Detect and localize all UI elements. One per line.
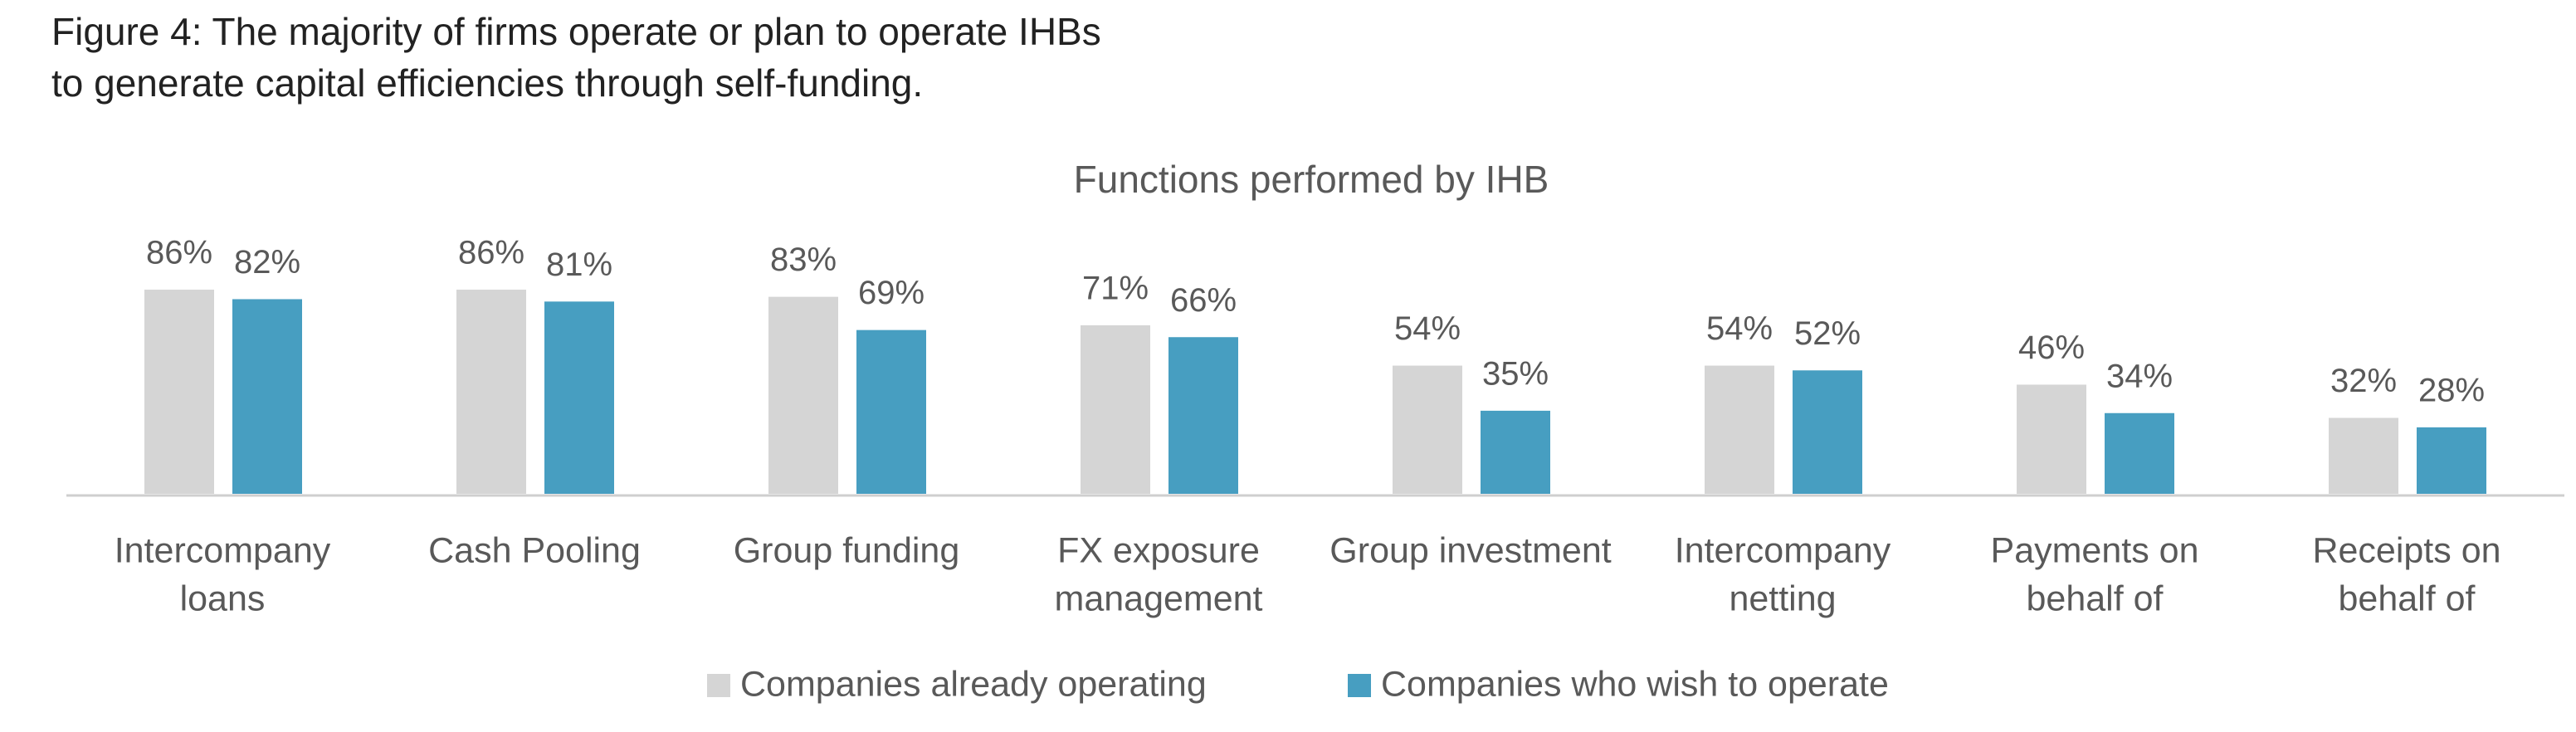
data-label: 54%: [1706, 310, 1773, 347]
x-tick-label: behalf of: [2027, 578, 2164, 618]
data-label: 83%: [770, 242, 837, 278]
data-label: 86%: [146, 235, 212, 271]
bar: [144, 290, 214, 494]
x-tick-label: Intercompany: [115, 530, 331, 570]
x-tick-label: behalf of: [2339, 578, 2476, 618]
legend-swatch: [1348, 674, 1371, 697]
legend-swatch: [707, 674, 730, 697]
x-tick-label: Receipts on: [2312, 530, 2500, 570]
bar: [2329, 417, 2398, 494]
data-label: 69%: [858, 275, 925, 311]
bar: [1705, 365, 1774, 494]
bar: [1793, 370, 1862, 494]
data-label: 35%: [1482, 355, 1549, 392]
bar: [232, 299, 302, 494]
data-label: 34%: [2106, 358, 2173, 394]
x-tick-label: management: [1055, 578, 1263, 618]
bar: [1081, 325, 1150, 494]
bar: [1168, 337, 1238, 494]
data-label: 46%: [2018, 329, 2085, 366]
bar: [1481, 410, 1550, 494]
chart-title: to generate capital efficiencies through…: [51, 61, 923, 105]
data-label: 32%: [2330, 363, 2397, 399]
bar: [856, 329, 926, 494]
bar: [768, 296, 838, 494]
x-tick-label: loans: [180, 578, 266, 618]
chart-subtitle: Functions performed by IHB: [1074, 158, 1549, 201]
data-label: 28%: [2418, 372, 2485, 408]
bar: [456, 290, 526, 494]
data-label: 81%: [546, 246, 612, 283]
bar: [544, 301, 614, 494]
data-label: 82%: [234, 244, 300, 281]
bar: [1393, 365, 1462, 494]
bar: [2417, 427, 2486, 494]
x-tick-label: Group investment: [1329, 530, 1611, 570]
x-tick-label: Payments on: [1991, 530, 2199, 570]
chart-title: Figure 4: The majority of firms operate …: [51, 10, 1101, 53]
bar: [2017, 384, 2086, 494]
data-label: 71%: [1082, 271, 1149, 307]
data-label: 54%: [1394, 310, 1461, 347]
x-tick-label: FX exposure: [1057, 530, 1260, 570]
bar: [2105, 412, 2174, 494]
x-tick-label: Cash Pooling: [428, 530, 641, 570]
data-label: 86%: [458, 235, 524, 271]
x-tick-label: Group funding: [734, 530, 960, 570]
legend-label: Companies already operating: [740, 664, 1207, 704]
legend-label: Companies who wish to operate: [1381, 664, 1889, 704]
x-tick-label: netting: [1729, 578, 1836, 618]
data-label: 52%: [1794, 315, 1861, 352]
x-tick-label: Intercompany: [1675, 530, 1891, 570]
data-label: 66%: [1170, 282, 1237, 319]
